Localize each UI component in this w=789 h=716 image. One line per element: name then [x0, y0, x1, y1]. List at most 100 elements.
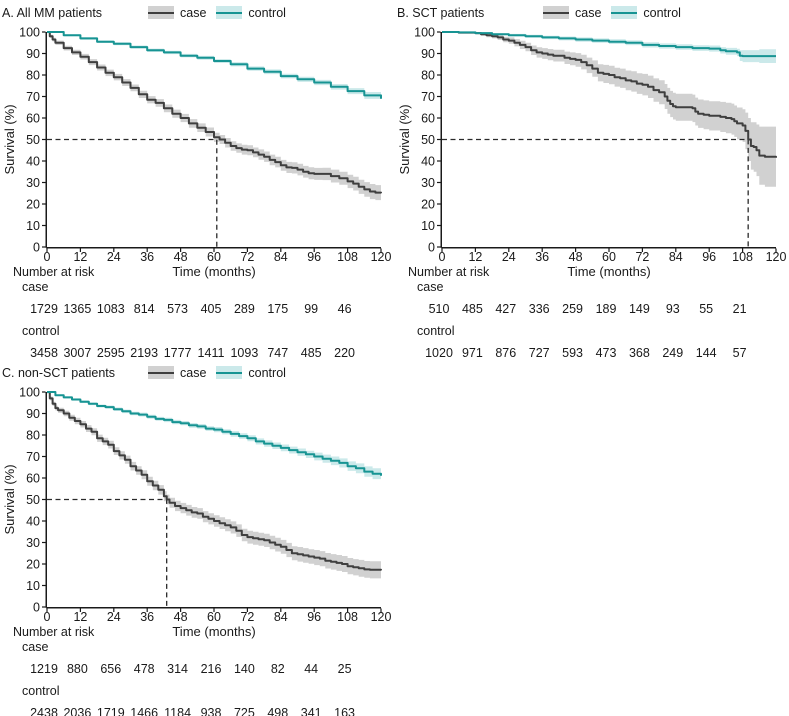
axes — [45, 392, 381, 609]
svg-text:341: 341 — [301, 706, 322, 716]
panel-title: A. All MM patients — [2, 5, 103, 20]
svg-text:725: 725 — [234, 706, 255, 716]
svg-text:405: 405 — [201, 302, 222, 316]
panel-all-mm-plot: 0 12 24 36 48 60 72 84 96 108 120 0 10 20 30 40 50 60 70 80… — [2, 26, 392, 361]
svg-text:48: 48 — [569, 250, 583, 264]
svg-text:control: control — [22, 324, 60, 338]
svg-text:100: 100 — [414, 26, 435, 40]
control-swatch-icon — [216, 6, 243, 19]
svg-text:880: 880 — [67, 662, 88, 676]
svg-text:46: 46 — [338, 302, 352, 316]
svg-text:498: 498 — [267, 706, 288, 716]
svg-text:656: 656 — [100, 662, 121, 676]
svg-text:24: 24 — [107, 610, 121, 624]
svg-text:593: 593 — [562, 346, 583, 360]
svg-text:2036: 2036 — [63, 706, 91, 716]
svg-text:21: 21 — [733, 302, 747, 316]
svg-text:control: control — [417, 324, 455, 338]
svg-text:289: 289 — [234, 302, 255, 316]
svg-text:573: 573 — [167, 302, 188, 316]
svg-text:876: 876 — [495, 346, 516, 360]
panel-sct-header: B. SCT patients case control — [395, 0, 789, 25]
svg-text:20: 20 — [26, 558, 40, 572]
svg-text:93: 93 — [666, 302, 680, 316]
y-axis-title: Survival (%) — [2, 104, 17, 174]
svg-text:259: 259 — [562, 302, 583, 316]
legend-item-case: case — [543, 6, 601, 20]
svg-text:108: 108 — [337, 610, 358, 624]
legend-item-case: case — [148, 366, 206, 380]
svg-text:478: 478 — [134, 662, 155, 676]
svg-text:Number at risk: Number at risk — [408, 265, 490, 279]
case-curve — [47, 391, 382, 571]
x-axis-title: Time (months) — [172, 264, 255, 279]
svg-text:727: 727 — [529, 346, 550, 360]
svg-text:0: 0 — [33, 241, 40, 255]
case-curve — [47, 31, 382, 194]
svg-text:60: 60 — [602, 250, 616, 264]
svg-text:36: 36 — [140, 610, 154, 624]
svg-text:12: 12 — [468, 250, 482, 264]
svg-text:120: 120 — [371, 250, 392, 264]
svg-text:100: 100 — [19, 26, 40, 40]
x-axis-title: Time (months) — [172, 624, 255, 639]
svg-text:60: 60 — [207, 250, 221, 264]
svg-text:144: 144 — [696, 346, 717, 360]
svg-text:36: 36 — [535, 250, 549, 264]
svg-text:1083: 1083 — [97, 302, 125, 316]
svg-text:0: 0 — [44, 250, 51, 264]
svg-text:60: 60 — [26, 472, 40, 486]
legend-case-label: case — [575, 5, 602, 20]
median-guide — [442, 138, 749, 247]
svg-text:10: 10 — [421, 219, 435, 233]
svg-text:Number at risk: Number at risk — [13, 625, 95, 639]
legend-item-control: control — [216, 6, 286, 20]
svg-text:249: 249 — [662, 346, 683, 360]
svg-text:747: 747 — [267, 346, 288, 360]
control-curve — [47, 31, 382, 99]
svg-text:971: 971 — [462, 346, 483, 360]
panel-sct: B. SCT patients case control 0 12 24 36 48 60… — [395, 0, 789, 361]
svg-text:25: 25 — [338, 662, 352, 676]
svg-text:82: 82 — [271, 662, 285, 676]
svg-text:1365: 1365 — [63, 302, 91, 316]
svg-text:473: 473 — [596, 346, 617, 360]
svg-text:60: 60 — [26, 112, 40, 126]
case-confidence-band — [47, 392, 381, 580]
legend-control-label: control — [248, 5, 286, 20]
svg-text:30: 30 — [26, 176, 40, 190]
svg-text:80: 80 — [26, 69, 40, 83]
panel-title: C. non-SCT patients — [2, 365, 116, 380]
svg-text:1411: 1411 — [198, 346, 225, 360]
svg-text:108: 108 — [732, 250, 753, 264]
svg-text:10: 10 — [26, 219, 40, 233]
svg-text:1020: 1020 — [425, 346, 453, 360]
panel-all-mm-header: A. All MM patients case control — [0, 0, 394, 25]
svg-text:1219: 1219 — [30, 662, 58, 676]
control-curve — [442, 31, 776, 58]
svg-text:72: 72 — [635, 250, 649, 264]
svg-text:50: 50 — [26, 133, 40, 147]
svg-text:100: 100 — [19, 386, 40, 400]
svg-text:96: 96 — [702, 250, 716, 264]
panel-sct-plot: 0 12 24 36 48 60 72 84 96 108 12001020304050607080… — [397, 26, 786, 361]
svg-text:24: 24 — [502, 250, 516, 264]
svg-text:90: 90 — [421, 47, 435, 61]
svg-text:24: 24 — [107, 250, 121, 264]
svg-text:1093: 1093 — [230, 346, 258, 360]
svg-text:99: 99 — [304, 302, 318, 316]
svg-text:12: 12 — [73, 250, 87, 264]
svg-text:80: 80 — [421, 69, 435, 83]
case-confidence-band — [442, 32, 776, 189]
svg-text:0: 0 — [44, 610, 51, 624]
median-guide — [47, 498, 168, 607]
svg-text:3007: 3007 — [63, 346, 91, 360]
panel-all-mm: A. All MM patients case control 0 12 24 36 4… — [0, 0, 394, 361]
svg-text:3458: 3458 — [30, 346, 58, 360]
svg-text:163: 163 — [334, 706, 355, 716]
svg-text:44: 44 — [304, 662, 318, 676]
svg-text:36: 36 — [140, 250, 154, 264]
svg-text:140: 140 — [234, 662, 255, 676]
